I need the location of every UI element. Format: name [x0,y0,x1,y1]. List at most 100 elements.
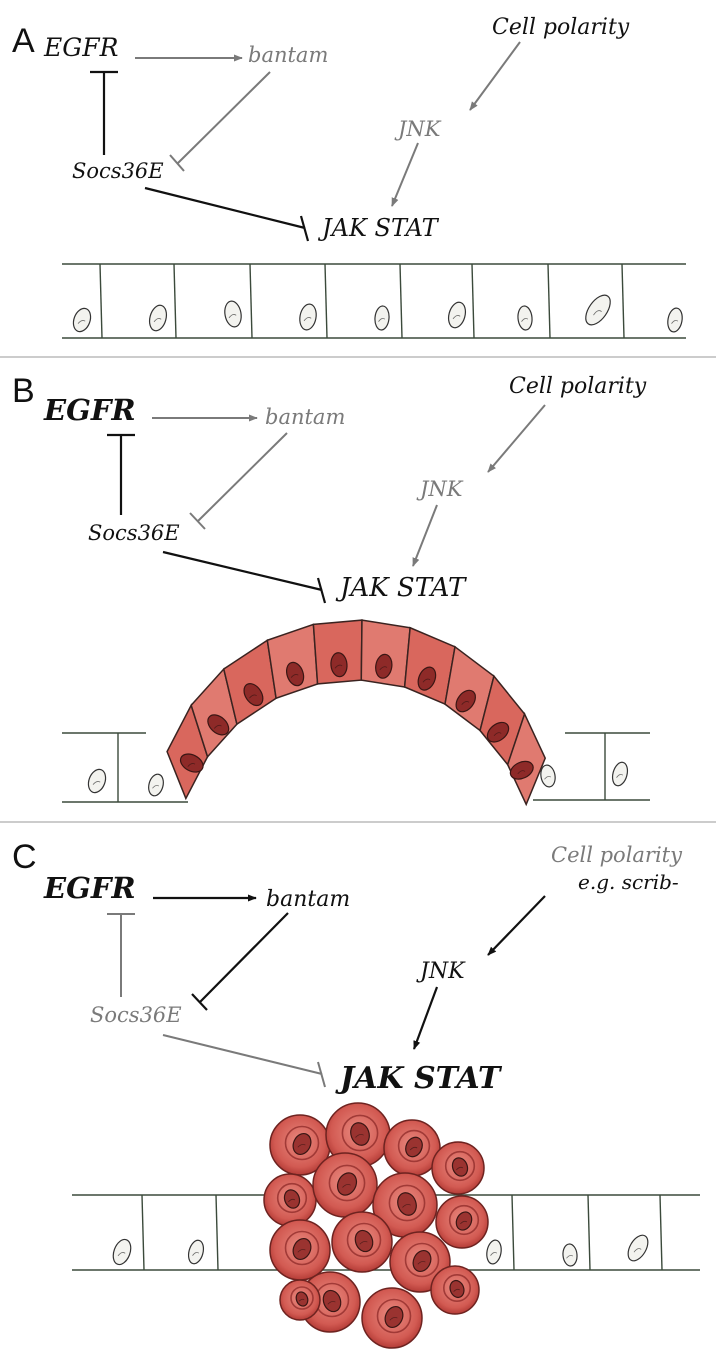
nucleus [350,1122,370,1146]
cell-wall [324,263,328,339]
nucleus [455,1211,473,1231]
panel-c-letter: C [12,838,37,876]
nucleus [179,753,204,773]
node-cell-polarity: Cell polarity [509,374,647,399]
edge-socs-inhibits-jakstat [144,186,306,230]
epithelium-tumor [72,1102,700,1349]
nucleus [447,301,467,329]
overgrown-cell [266,623,319,700]
nucleus [243,683,264,707]
edge-socs-inhibits-jakstat [162,550,323,592]
nucleus [283,1189,301,1209]
nucleus [417,666,437,691]
nucleus [330,652,348,678]
nucleus [322,1289,342,1313]
nucleus [611,761,629,787]
nucleus [509,760,534,780]
panel-b: B EGFR bantam Cell polarity JNK Socs36E … [12,372,650,807]
nucleus [517,305,533,331]
node-socs36e: Socs36E [88,521,180,545]
nucleus [375,653,393,679]
cell-wall [215,1194,219,1271]
nucleus [585,294,611,326]
panel-c: C EGFR bantam Cell polarity e.g. scrib- … [12,838,700,1349]
node-jak-stat: JAK STAT [335,1061,503,1096]
nucleus [72,307,92,333]
nucleus [455,689,476,713]
epithelium-normal [62,263,686,339]
epithelium-overgrowth [62,619,650,807]
node-egfr: EGFR [43,871,136,905]
node-polarity-note: e.g. scrib- [578,870,679,894]
nucleus [285,661,305,687]
node-bantam: bantam [248,43,328,67]
nucleus [354,1229,374,1253]
cell-wall [249,263,253,339]
nucleus [207,714,230,736]
node-jnk: JNK [416,959,466,984]
node-egfr: EGFR [43,393,136,427]
edge-bantam-inhibits-socs [197,432,288,522]
nucleus [148,304,168,332]
cell-wall [511,1194,515,1271]
panel-a-letter: A [12,22,35,60]
node-egfr: EGFR [43,33,118,62]
node-jak-stat: JAK STAT [335,573,467,603]
cell-wall [471,263,475,339]
cell-wall [99,263,103,339]
edge-polarity-jnk [487,404,546,473]
nucleus [667,307,683,333]
node-cell-polarity: Cell polarity [492,15,630,40]
edge-jnk-jakstat [412,986,439,1050]
nucleus [112,1238,132,1266]
nucleus [451,1157,469,1177]
cell-wall [621,263,625,339]
inhibition-bar [299,215,310,242]
nucleus [292,1237,312,1261]
edge-polarity-jnk [469,41,521,111]
nucleus [292,1132,312,1156]
nucleus [87,768,107,794]
edge-jnk-jakstat [391,142,419,207]
cell-wall [547,263,551,339]
node-cell-polarity: Cell polarity [551,843,683,867]
edge-bantam-inhibits-socs [199,912,289,1003]
inhibition-bar [189,512,206,530]
node-jnk: JNK [416,477,464,501]
node-jnk: JNK [394,117,442,141]
nucleus [486,721,510,743]
node-jak-stat: JAK STAT [317,214,440,242]
nucleus [412,1249,432,1273]
node-bantam: bantam [265,405,345,429]
nucleus [374,305,390,331]
nucleus [627,1234,649,1262]
nucleus [397,1192,417,1216]
edge-polarity-jnk [487,895,546,956]
edge-bantam-inhibits-socs [177,71,271,164]
inhibition-bar [169,154,185,172]
node-bantam: bantam [266,887,350,912]
panel-a: A EGFR bantam Cell polarity JNK Socs36E … [12,15,686,339]
cell-wall [399,263,403,339]
nucleus [405,1136,423,1158]
nucleus [562,1243,578,1267]
nucleus [224,300,242,328]
inhibition-bar [317,1061,326,1088]
inhibition-bar [316,577,327,604]
nucleus [384,1305,404,1329]
nucleus [540,764,556,788]
nucleus [299,303,317,331]
panel-b-letter: B [12,372,35,410]
edge-socs-inhibits-jakstat [162,1034,323,1075]
nucleus [486,1239,502,1265]
nucleus [187,1239,205,1265]
cell-wall [173,263,177,339]
node-socs36e: Socs36E [72,159,164,183]
cell-wall [141,1194,145,1271]
inhibition-bar [191,993,208,1011]
cell-wall [587,1194,591,1271]
nucleus [336,1172,358,1196]
nucleus [148,773,164,797]
overgrown-cell [506,711,547,807]
